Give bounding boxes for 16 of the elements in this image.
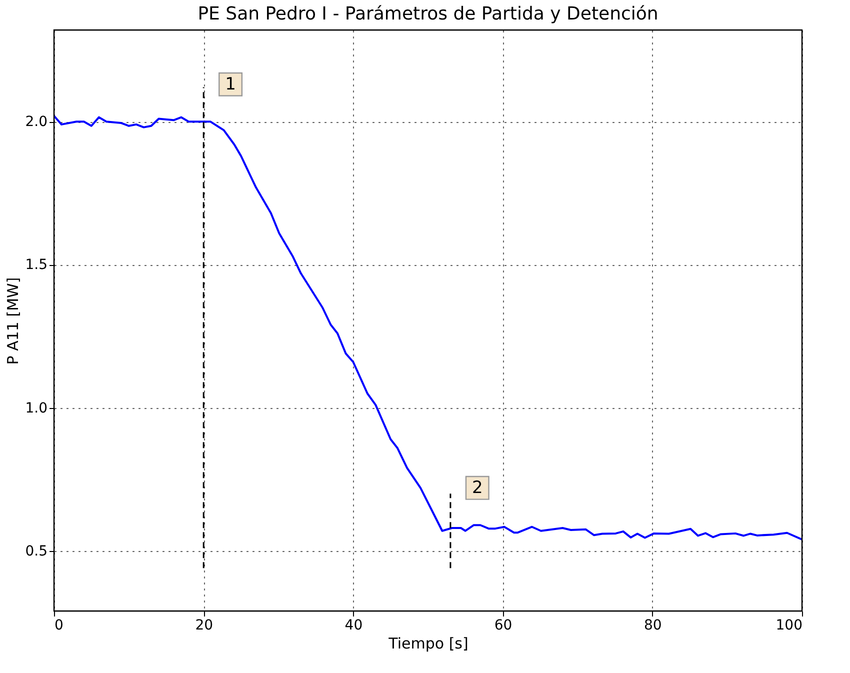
y-tick-label: 0.5: [25, 543, 48, 560]
x-tick-label: 20: [195, 618, 214, 634]
x-tick-label: 0: [54, 618, 64, 634]
line-series: [54, 114, 802, 540]
annotation: 1: [225, 74, 236, 94]
annotation: 2: [472, 478, 483, 498]
x-tick-label: 80: [644, 618, 662, 634]
y-axis-title: P A11 [MW]: [4, 277, 22, 365]
x-tick-label: 60: [494, 618, 512, 634]
x-axis-title: Tiempo [s]: [388, 634, 468, 652]
x-tick-label: 100: [776, 618, 802, 634]
y-tick-label: 1.0: [25, 400, 48, 416]
y-tick-label: 1.5: [25, 257, 48, 274]
y-tick-label: 2.0: [25, 114, 48, 130]
chart-title: PE San Pedro I - Parámetros de Partida y Detención: [198, 3, 658, 24]
x-tick-label: 40: [344, 618, 363, 634]
